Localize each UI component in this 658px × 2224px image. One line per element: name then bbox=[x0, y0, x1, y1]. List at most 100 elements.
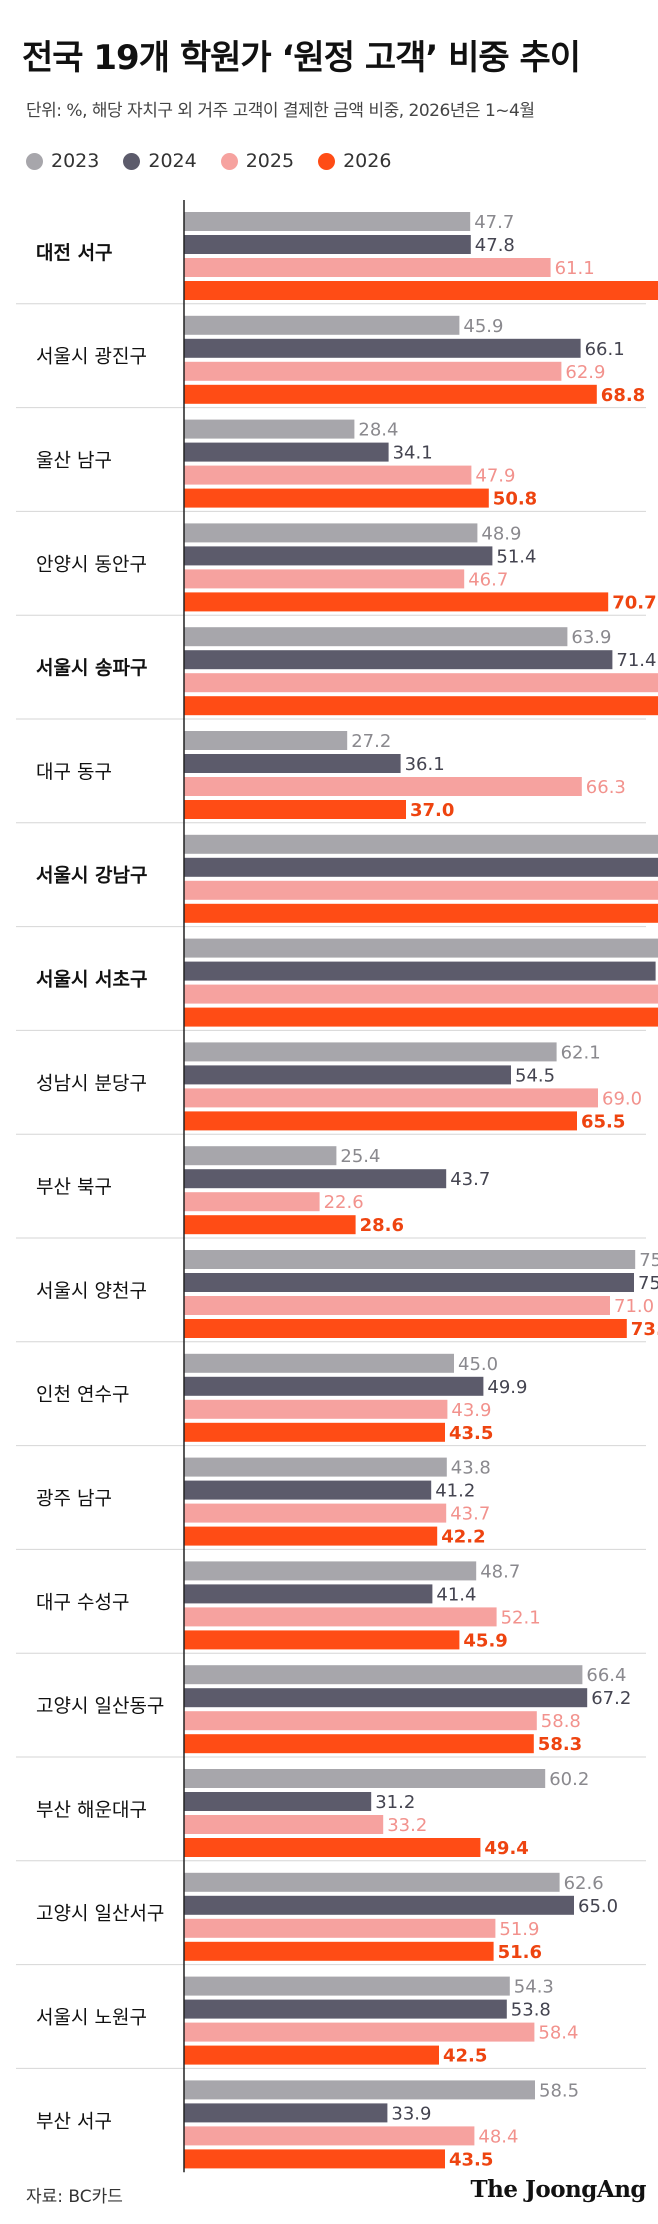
bar-2023 bbox=[184, 731, 348, 750]
bar-2023 bbox=[184, 1042, 557, 1062]
legend-swatch-2025 bbox=[220, 152, 238, 170]
bar-2024 bbox=[184, 1376, 484, 1396]
value-label-2023: 27.2 bbox=[351, 731, 391, 752]
legend-label-2025: 2025 bbox=[245, 150, 295, 172]
bar-2024 bbox=[184, 1999, 507, 2019]
value-label-2023: 75.2 bbox=[639, 1250, 658, 1271]
value-label-2025: 62.9 bbox=[565, 362, 605, 383]
value-label-2024: 47.8 bbox=[475, 235, 515, 256]
value-label-2024: 66.1 bbox=[585, 339, 625, 360]
value-label-2024: 33.9 bbox=[391, 2103, 431, 2124]
bar-2023 bbox=[184, 1561, 477, 1581]
category-label: 서울시 양천구 bbox=[36, 1280, 147, 1302]
bar-2025 bbox=[184, 361, 562, 381]
bar-2026 bbox=[184, 1630, 460, 1650]
value-label-2024: 65.0 bbox=[578, 1896, 618, 1917]
bar-2023 bbox=[184, 1976, 510, 1996]
category-label: 성남시 분당구 bbox=[36, 1072, 147, 1094]
bar-2024 bbox=[184, 442, 389, 462]
bar-2026 bbox=[184, 281, 658, 300]
bar-2026 bbox=[184, 696, 658, 716]
chart-title: 전국 19개 학원가 ‘원정 고객’ 비중 추이 bbox=[22, 38, 581, 78]
value-label-2023: 63.9 bbox=[571, 627, 611, 648]
bar-2025 bbox=[184, 258, 551, 277]
bar-2026 bbox=[184, 2045, 439, 2065]
bar-2025 bbox=[184, 673, 658, 693]
value-label-2026: 51.6 bbox=[498, 1942, 542, 1963]
value-label-2025: 66.3 bbox=[586, 777, 626, 798]
legend-label-2026: 2026 bbox=[343, 150, 392, 172]
bar-2024 bbox=[184, 2103, 388, 2123]
bar-2026 bbox=[184, 800, 406, 819]
bar-2026 bbox=[184, 592, 609, 612]
bar-2023 bbox=[184, 1250, 636, 1269]
bar-2023 bbox=[184, 1146, 337, 1166]
category-label: 울산 남구 bbox=[36, 450, 112, 472]
category-label: 서울시 광진구 bbox=[36, 346, 147, 368]
value-label-2025: 58.4 bbox=[538, 2023, 578, 2044]
bar-2025 bbox=[184, 569, 465, 589]
category-label: 대전 서구 bbox=[36, 242, 113, 264]
bar-2024 bbox=[184, 1895, 574, 1915]
value-label-2026: 68.8 bbox=[601, 385, 645, 406]
value-label-2025: 43.9 bbox=[451, 1400, 491, 1421]
category-label: 고양시 일산동구 bbox=[36, 1695, 164, 1717]
bar-2025 bbox=[184, 777, 582, 796]
value-label-2024: 41.4 bbox=[436, 1584, 476, 1605]
bar-2023 bbox=[184, 1457, 447, 1477]
category-label: 부산 해운대구 bbox=[36, 1799, 147, 1821]
value-label-2025: 48.4 bbox=[478, 2126, 518, 2147]
legend-item-2023: 2023 bbox=[26, 150, 99, 172]
bar-2025 bbox=[184, 1815, 384, 1834]
bar-2023 bbox=[184, 212, 471, 231]
value-label-2024: 75.0 bbox=[638, 1273, 658, 1294]
bar-2025 bbox=[184, 2126, 475, 2146]
legend-label-2024: 2024 bbox=[148, 150, 197, 172]
bar-2024 bbox=[184, 338, 581, 358]
bar-2025 bbox=[184, 984, 658, 1004]
bar-2025 bbox=[184, 1399, 448, 1419]
legend: 2023 2024 2025 2026 bbox=[26, 150, 391, 172]
bar-2023 bbox=[184, 834, 658, 854]
bar-2023 bbox=[184, 1665, 583, 1685]
bar-2023 bbox=[184, 1769, 546, 1788]
bar-2026 bbox=[184, 1111, 577, 1131]
bar-2026 bbox=[184, 903, 658, 923]
bar-2025 bbox=[184, 1503, 447, 1523]
bar-2026 bbox=[184, 1319, 627, 1338]
value-label-2026: 58.3 bbox=[538, 1734, 582, 1755]
bar-2026 bbox=[184, 1215, 356, 1235]
category-label: 안양시 동안구 bbox=[36, 553, 147, 575]
value-label-2023: 25.4 bbox=[340, 1146, 380, 1167]
bar-2025 bbox=[184, 1711, 537, 1731]
bar-2025 bbox=[184, 880, 658, 900]
value-label-2023: 43.8 bbox=[451, 1458, 491, 1479]
value-label-2026: 43.5 bbox=[449, 1423, 493, 1444]
value-label-2026: 65.5 bbox=[581, 1111, 625, 1132]
bar-2024 bbox=[184, 1273, 634, 1292]
value-label-2026: 28.6 bbox=[360, 1215, 404, 1236]
value-label-2025: 58.8 bbox=[541, 1711, 581, 1732]
bar-2024 bbox=[184, 235, 471, 254]
bar-2026 bbox=[184, 1526, 438, 1546]
value-label-2023: 45.0 bbox=[458, 1354, 498, 1375]
value-label-2024: 43.7 bbox=[450, 1169, 490, 1190]
value-label-2025: 61.1 bbox=[555, 258, 595, 279]
legend-swatch-2023 bbox=[26, 152, 43, 170]
bar-2026 bbox=[184, 1941, 494, 1961]
value-label-2024: 54.5 bbox=[515, 1065, 555, 1086]
bar-2024 bbox=[184, 1584, 433, 1604]
bar-2023 bbox=[184, 938, 658, 958]
bar-2026 bbox=[184, 488, 489, 508]
value-label-2026: 73.8 bbox=[631, 1319, 658, 1340]
category-label: 서울시 노원구 bbox=[36, 2007, 147, 2029]
source-note: 자료: BC카드 bbox=[26, 2187, 123, 2207]
bar-2023 bbox=[184, 1872, 560, 1892]
value-label-2023: 54.3 bbox=[514, 1977, 554, 1998]
value-label-2024: 41.2 bbox=[435, 1481, 475, 1502]
value-label-2026: 50.8 bbox=[493, 489, 537, 510]
value-label-2025: 69.0 bbox=[602, 1088, 642, 1109]
bar-2024 bbox=[184, 546, 493, 566]
bar-2025 bbox=[184, 1296, 610, 1315]
